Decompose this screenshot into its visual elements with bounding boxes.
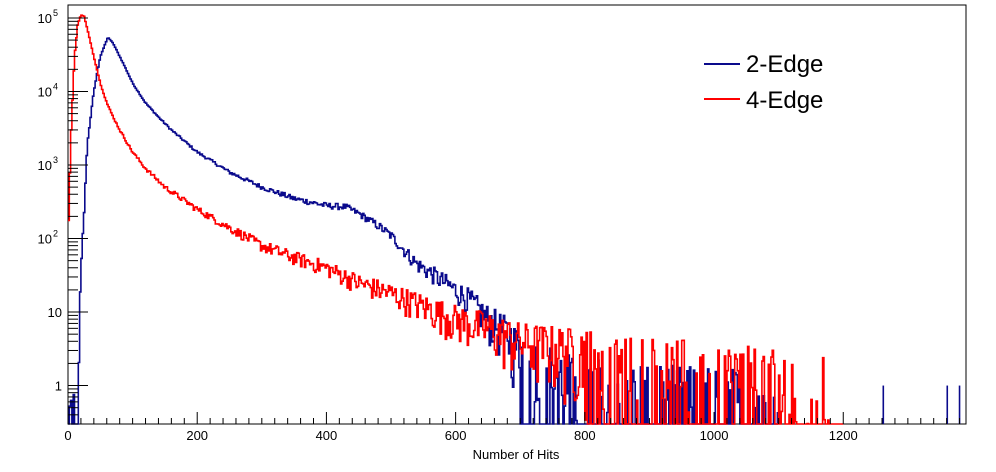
y-tick-label: 10: [38, 158, 52, 173]
x-tick-label: 800: [574, 428, 596, 443]
x-axis-label: Number of Hits: [473, 447, 560, 462]
x-tick-label: 600: [445, 428, 467, 443]
y-tick-label-exponent: 3: [53, 155, 58, 165]
legend-label-2-edge: 2-Edge: [746, 51, 823, 78]
x-tick-label: 400: [316, 428, 338, 443]
y-tick-label: 10: [38, 84, 52, 99]
legend-label-4-edge: 4-Edge: [746, 87, 823, 114]
y-tick-label-exponent: 4: [53, 81, 58, 91]
y-tick-label: 10: [38, 232, 52, 247]
y-tick-label-exponent: 5: [53, 8, 58, 18]
x-tick-label: 1000: [700, 428, 729, 443]
series-layer: [68, 14, 961, 425]
y-tick-label: 10: [48, 305, 62, 320]
legend: 2-Edge 4-Edge: [704, 51, 823, 114]
plot-frame: [67, 4, 967, 425]
x-tick-label: 1200: [829, 428, 858, 443]
x-axis: 0 200 400 600 800 1000 1200: [64, 412, 961, 443]
x-tick-label: 200: [186, 428, 208, 443]
y-tick-label: 10: [38, 11, 52, 26]
x-tick-label: 0: [64, 428, 71, 443]
y-tick-label-exponent: 2: [53, 229, 58, 239]
y-tick-label: 1: [55, 379, 62, 394]
series-line-4-edge: [68, 14, 844, 425]
series-line-2-edge: [68, 37, 779, 425]
